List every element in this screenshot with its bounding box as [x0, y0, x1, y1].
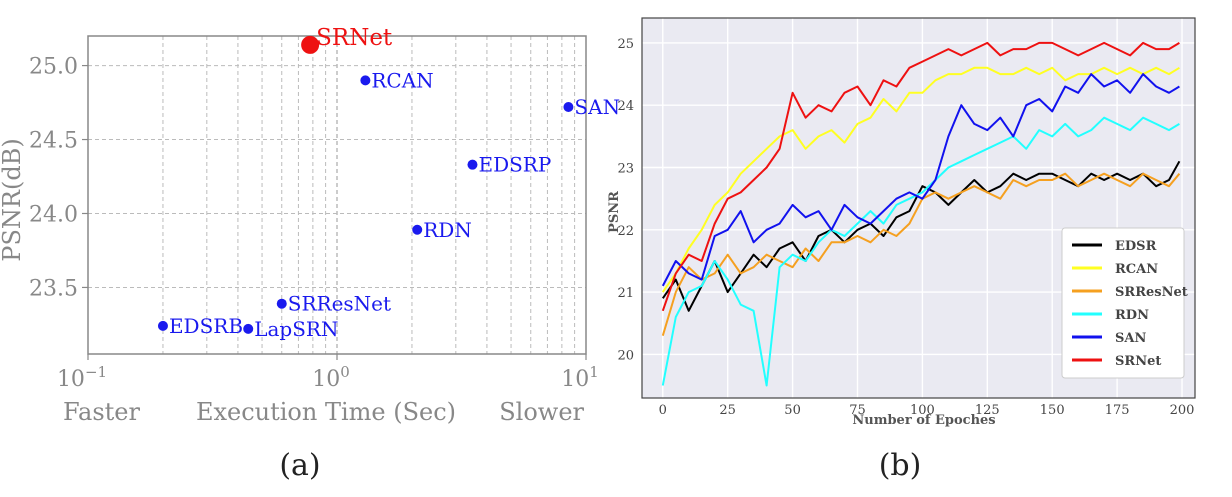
a-xlabel-right: Slower: [499, 398, 584, 426]
a-point-label: SAN: [574, 95, 620, 119]
a-point: [157, 320, 168, 331]
b-series-line: [661, 73, 1180, 287]
a-points: SRNet RCAN SAN EDSRP RDN SRResNet EDSRB LapSRN: [157, 25, 620, 341]
a-point-label: SRNet: [316, 25, 393, 51]
a-xtick-label: 10−1: [57, 363, 107, 392]
b-series-line: [661, 116, 1180, 387]
a-point: [276, 298, 287, 309]
a-caption: (a): [279, 448, 320, 483]
a-xlabel: Execution Time (Sec): [196, 398, 456, 426]
a-point-label: EDSRB: [169, 314, 243, 338]
b-legend-label: SRResNet: [1115, 285, 1188, 300]
b-caption: (b): [879, 448, 922, 483]
b-ytick-label: 25: [617, 37, 634, 52]
a-point: [301, 35, 320, 54]
b-xticks: 0 25 50 75 100 125 150 175 200: [659, 403, 1195, 418]
a-ytick-label: 24.0: [29, 202, 78, 227]
b-xtick-label: 0: [659, 403, 667, 418]
b-xtick-label: 150: [1040, 403, 1065, 418]
chart-b: 20 21 22 23 24 25 0 25 50 75 100 125 150 175 200 EDSR…: [607, 17, 1196, 483]
a-point-label: SRResNet: [288, 292, 391, 316]
b-xtick-label: 125: [975, 403, 1000, 418]
a-ytick-label: 23.5: [29, 276, 78, 301]
b-series-line: [661, 41, 1180, 312]
b-ytick-label: 20: [617, 348, 634, 363]
a-point: [360, 75, 371, 86]
b-legend-label: SRNet: [1115, 354, 1161, 369]
b-xlabel: Number of Epoches: [852, 413, 995, 428]
b-legend-label: RDN: [1115, 308, 1149, 323]
b-series-line: [661, 160, 1181, 312]
a-point: [243, 323, 254, 334]
b-xtick-label: 100: [910, 403, 935, 418]
b-legend-label: SAN: [1115, 331, 1146, 346]
a-xlabel-left: Faster: [63, 398, 140, 426]
b-legend-label: RCAN: [1115, 262, 1158, 277]
b-xtick-label: 175: [1105, 403, 1130, 418]
chart-a: 23.5 24.0 24.5 25.0 10−1 100 101 SRNet RCAN SAN…: [0, 25, 620, 483]
b-ylabel: PSNR: [607, 191, 622, 233]
b-ytick-label: 21: [617, 286, 634, 301]
a-xtick-label: 100: [312, 363, 350, 392]
a-ytick-label: 24.5: [29, 129, 78, 154]
b-xtick-label: 25: [719, 403, 736, 418]
a-yticks: 23.5 24.0 24.5 25.0: [29, 55, 88, 301]
a-point-label: RDN: [423, 218, 472, 242]
b-legend: EDSR RCAN SRResNet RDN SAN SRNet: [1061, 227, 1188, 379]
b-legend-label: EDSR: [1115, 239, 1157, 254]
a-point-label: RCAN: [371, 68, 433, 92]
b-ytick-label: 23: [617, 162, 634, 177]
b-lines: [661, 41, 1181, 387]
a-xtick-label: 101: [561, 363, 599, 392]
a-ylabel: PSNR(dB): [0, 138, 26, 261]
a-point-label: LapSRN: [254, 317, 338, 341]
a-point: [467, 159, 478, 170]
a-xticks: 10−1 100 101: [57, 354, 599, 392]
b-plot-frame: [641, 17, 1196, 399]
a-point-label: EDSRP: [478, 153, 551, 177]
b-xtick-label: 75: [849, 403, 866, 418]
a-grid: [88, 36, 586, 354]
a-point: [412, 224, 423, 235]
b-legend-box: [1061, 227, 1185, 379]
a-point: [563, 101, 574, 112]
b-xtick-label: 50: [784, 403, 801, 418]
b-xtick-label: 200: [1170, 403, 1195, 418]
a-ytick-label: 25.0: [29, 55, 78, 80]
b-ytick-label: 24: [617, 99, 634, 114]
b-yticks: 20 21 22 23 24 25: [617, 37, 634, 363]
b-series-line: [661, 66, 1180, 293]
b-ytick-label: 22: [617, 224, 634, 239]
